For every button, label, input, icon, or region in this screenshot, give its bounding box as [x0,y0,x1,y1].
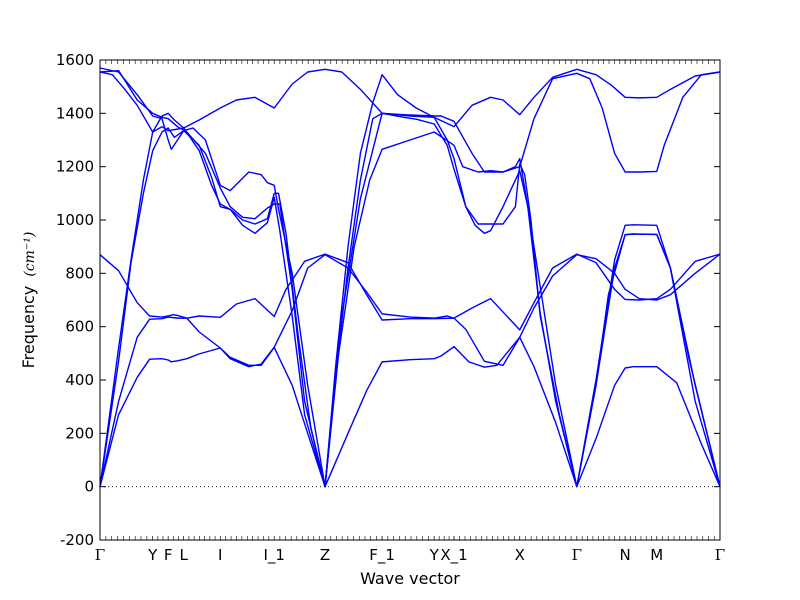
x-tick-label: F [164,546,173,564]
y-axis-label-text: Frequency [19,286,38,369]
x-tick-label: X_1 [440,546,467,565]
x-tick-label: I [218,546,222,564]
y-tick-label: 1000 [56,211,94,229]
y-tick-labels: -200 0 200 400 600 800 1000 1200 1400 1600 [56,51,94,549]
svg-text:Frequency (cm⁻¹): Frequency (cm⁻¹) [19,232,38,369]
band-line-8 [99,69,721,488]
y-tick-label: 600 [65,318,94,336]
band-line-7 [99,71,721,488]
x-tick-label: Y [147,546,158,564]
x-tick-label: X [515,546,525,564]
x-tick-labels: Γ Y F L I I_1 Z F_1 Y X_1 X Γ N M Γ [95,546,725,565]
y-tick-label: 1200 [56,158,94,176]
y-tick-label: 1600 [56,51,94,69]
x-axis-label: Wave vector [360,569,460,588]
y-tick-label: 0 [84,478,94,496]
band-line-1 [99,336,721,488]
y-tick-label: 200 [65,424,94,442]
x-tick-label: I_1 [263,546,284,565]
y-axis-label: Frequency (cm⁻¹) [19,232,38,369]
y-tick-label: 800 [65,264,94,282]
band-line-4 [99,68,721,487]
y-tick-label: 400 [65,371,94,389]
band-line-2 [99,253,721,487]
x-tick-label: N [620,546,631,564]
band-line-6 [99,67,721,488]
phonon-bands [99,67,721,488]
x-tick-label: Γ [715,546,725,564]
x-tick-label: F_1 [369,546,395,565]
x-tick-label: M [650,546,663,564]
x-tick-label: Γ [95,546,105,564]
plot-frame [99,59,721,541]
x-tick-label: L [180,546,189,564]
y-tick-label: 1400 [56,104,94,122]
x-tick-label: Γ [572,546,582,564]
band-line-5 [99,127,721,488]
band-line-3 [99,253,721,368]
y-axis-unit: (cm⁻¹) [22,232,38,277]
y-tick-label: -200 [60,531,94,549]
x-tick-label: Y [429,546,440,564]
x-tick-label: Z [320,546,330,564]
